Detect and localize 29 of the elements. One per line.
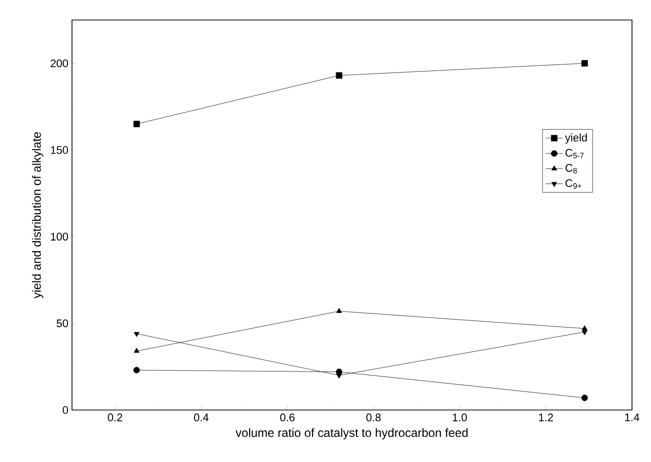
point [581,60,588,67]
point [336,374,342,379]
x-tick-label: 1.0 [452,414,467,422]
y-tick-label: 200 [50,59,68,68]
legend-label: C$_{9+}$ [566,179,582,189]
y-tick-label: 150 [50,146,68,154]
point [336,72,342,79]
x-tick-label: 0.6 [280,414,295,422]
point [581,394,588,402]
point [582,325,588,330]
legend-label: C$_{5-7}$ [566,148,584,158]
x-tick-label: 1.4 [625,414,640,422]
point [133,120,140,128]
x-axis-title: volume ratio of catalyst to hydrocarbon feed [236,428,468,440]
y-axis-title: yield and distribution of alkylate [32,132,44,298]
x-tick-label: 0.2 [108,414,122,422]
point [133,366,140,374]
x-tick-label: 0.8 [366,414,381,422]
point [134,348,140,353]
legend-label: C$_{8}$ [566,164,577,174]
y-tick-label: 0 [62,406,68,414]
x-tick-label: 0.4 [194,414,209,422]
y-tick-label: 100 [50,232,68,241]
point [582,330,588,336]
point [134,332,140,337]
legend-label: yield [565,133,587,144]
x-tick-label: 1.2 [539,414,553,422]
point [336,308,342,313]
y-tick-label: 50 [56,319,68,328]
